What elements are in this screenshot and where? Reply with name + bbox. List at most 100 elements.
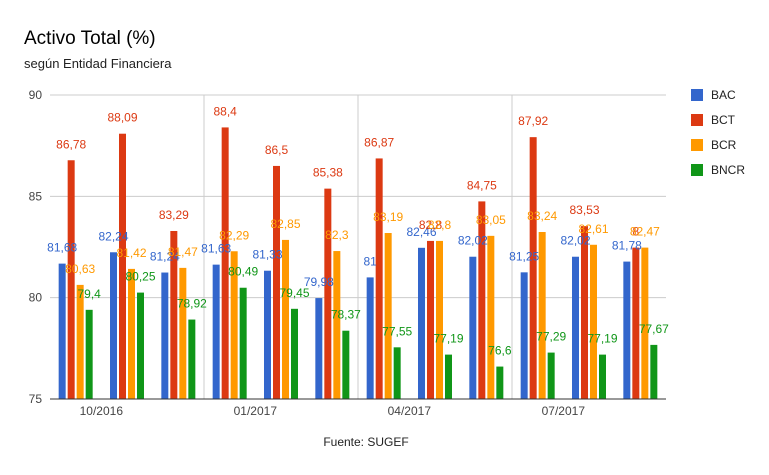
bar	[590, 244, 597, 399]
data-label: 83,24	[527, 209, 557, 223]
bar	[291, 308, 298, 399]
data-label: 83,53	[569, 203, 599, 217]
bar	[641, 247, 649, 399]
data-label: 77,67	[639, 322, 669, 336]
bar	[581, 226, 588, 399]
data-label: 80,63	[65, 262, 95, 276]
axes: 75 80 85 90 10/2016 01/2017 04/2017 07/2017	[29, 88, 666, 418]
data-label: 80,25	[125, 270, 155, 284]
data-label: 81,25	[509, 249, 539, 263]
data-labels: 81,68 86,78 80,63 79,4 82,24 88,09 81,42 80,25 8…	[47, 104, 669, 357]
data-label: 83,19	[373, 210, 403, 224]
x-tick-label: 04/2017	[388, 404, 432, 418]
bar	[342, 330, 350, 399]
data-label: 82,02	[458, 234, 488, 248]
legend-swatch	[691, 89, 703, 101]
bar	[85, 309, 93, 399]
bar	[110, 252, 117, 399]
bar	[188, 319, 196, 399]
bar	[58, 263, 66, 399]
bar	[273, 165, 280, 399]
bar	[469, 256, 477, 399]
bar	[529, 137, 537, 399]
chart-footer: Fuente: SUGEF	[323, 435, 408, 449]
bar	[282, 239, 289, 399]
y-tick-label: 85	[29, 189, 43, 203]
data-label: 82,85	[270, 217, 300, 231]
bar	[487, 235, 495, 399]
data-label: 80,49	[228, 265, 258, 279]
x-tick-label: 01/2017	[234, 404, 278, 418]
bar	[239, 287, 247, 399]
bar	[119, 133, 126, 399]
bar	[324, 188, 332, 399]
bar	[478, 201, 486, 399]
bar	[427, 240, 434, 399]
data-label: 77,19	[433, 332, 463, 346]
legend-label: BCR	[711, 138, 737, 152]
bar	[264, 270, 271, 399]
chart-subtitle: según Entidad Financiera	[24, 56, 172, 71]
data-label: 78,92	[177, 297, 207, 311]
data-label: 82,47	[630, 225, 660, 239]
data-label: 81,63	[201, 242, 231, 256]
data-label: 86,87	[364, 135, 394, 149]
bar	[161, 272, 169, 399]
bar	[436, 240, 443, 399]
bar	[496, 366, 504, 399]
data-label: 81,24	[150, 250, 180, 264]
grid	[50, 94, 666, 399]
data-label: 77,55	[382, 324, 412, 338]
data-label: 81,68	[47, 241, 77, 255]
data-label: 82,3	[325, 228, 349, 242]
legend-swatch	[691, 139, 703, 151]
bar	[520, 272, 528, 399]
bar	[76, 284, 84, 399]
data-label: 88,09	[107, 111, 137, 125]
data-label: 87,92	[518, 114, 548, 128]
bar	[445, 354, 452, 399]
data-label: 8	[632, 225, 639, 239]
data-label: 81,47	[168, 245, 198, 259]
data-label: 77,19	[587, 332, 617, 346]
data-label: 81,33	[252, 248, 282, 262]
data-label: 82,46	[406, 225, 436, 239]
data-label: 83,29	[159, 208, 189, 222]
bar	[179, 267, 187, 399]
bar	[650, 344, 658, 399]
bar	[221, 127, 229, 399]
bar	[623, 261, 631, 399]
data-label: 85,38	[313, 166, 343, 180]
legend-label: BCT	[711, 113, 736, 127]
data-label: 86,78	[56, 137, 86, 151]
data-label: 81	[363, 254, 377, 268]
data-label: 82,29	[219, 228, 249, 242]
legend: BAC BCT BCR BNCR	[691, 88, 745, 177]
y-tick-label: 75	[29, 392, 43, 406]
chart-title: Activo Total (%)	[24, 28, 156, 49]
x-tick-label: 07/2017	[542, 404, 586, 418]
legend-swatch	[691, 164, 703, 176]
data-label: 79,98	[304, 275, 334, 289]
bar	[599, 354, 606, 399]
data-label: 83,05	[476, 213, 506, 227]
data-label: 82,24	[98, 229, 128, 243]
bar	[128, 268, 135, 399]
x-tick-label: 10/2016	[80, 404, 124, 418]
bar	[137, 292, 144, 399]
data-label: 78,37	[331, 308, 361, 322]
bar	[170, 230, 178, 399]
legend-swatch	[691, 114, 703, 126]
bar	[547, 352, 555, 399]
bar	[375, 158, 383, 399]
bar	[366, 277, 374, 399]
bar	[315, 298, 323, 399]
bar	[632, 247, 640, 399]
data-label: 82,8	[428, 218, 452, 232]
bar	[67, 160, 75, 399]
data-label: 81,42	[116, 246, 146, 260]
data-label: 86,5	[265, 143, 289, 157]
bar	[393, 347, 401, 399]
bar	[572, 256, 579, 399]
bar	[384, 233, 392, 399]
